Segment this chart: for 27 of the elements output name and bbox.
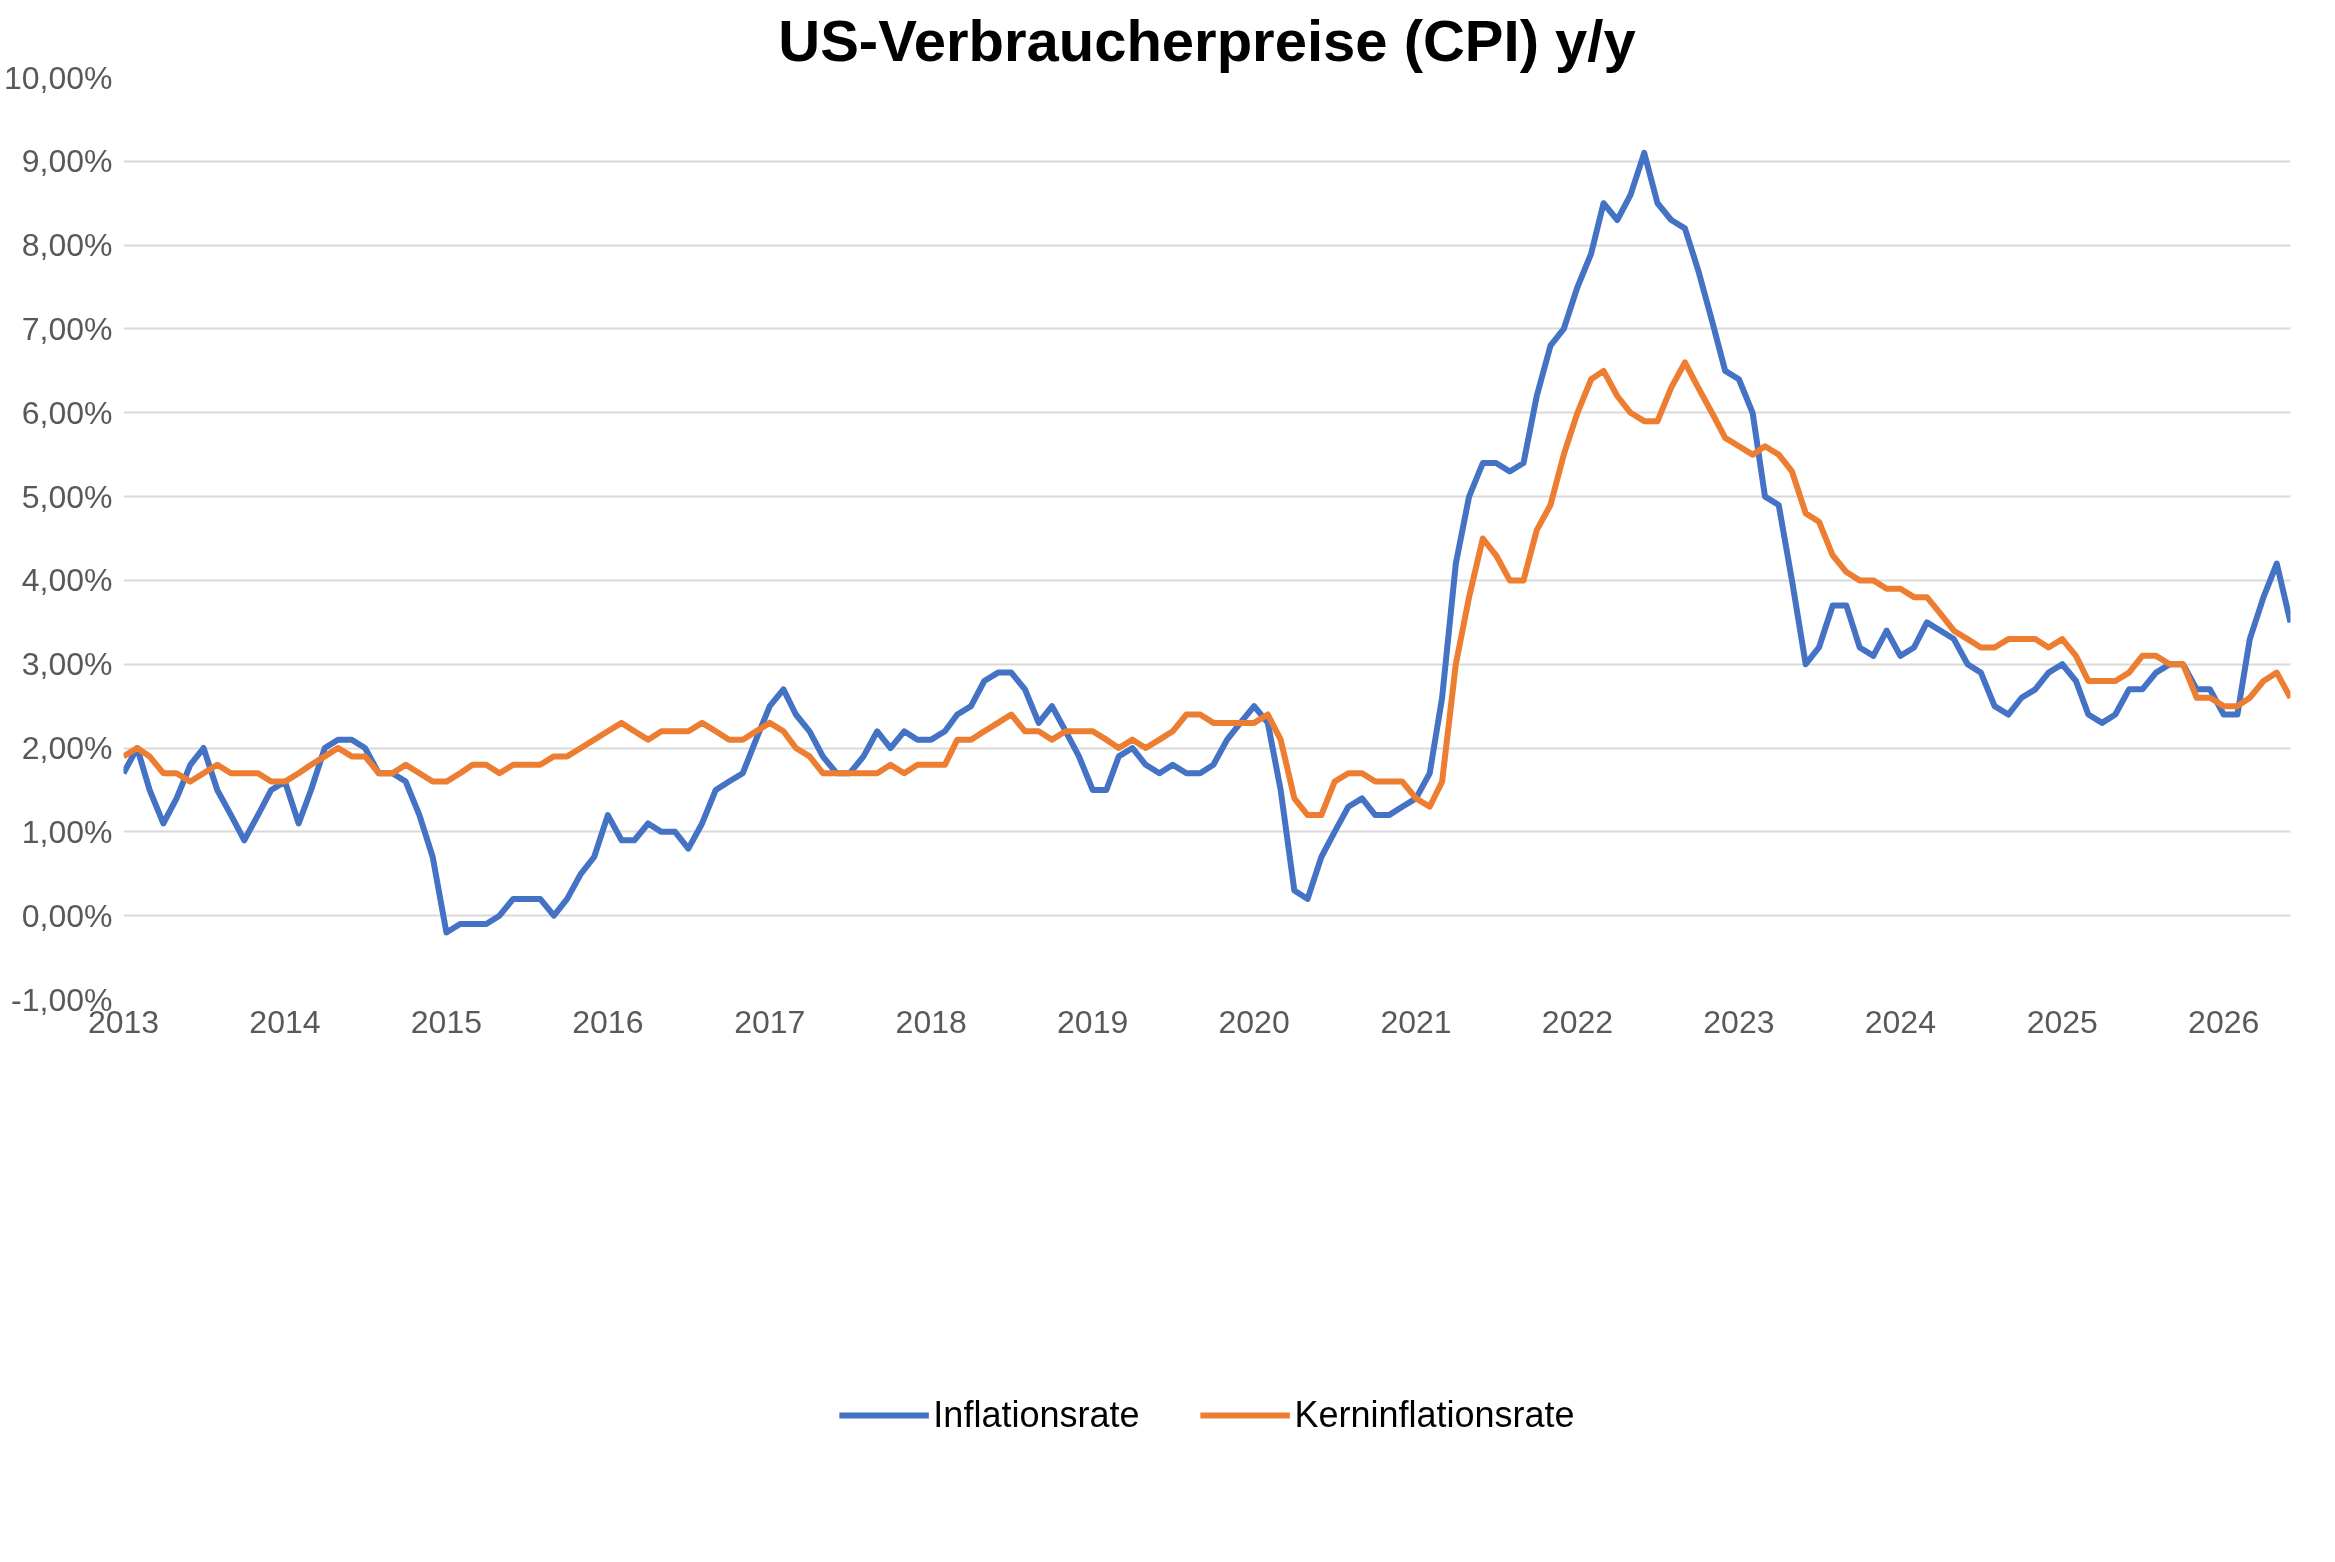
- y-tick-label: 9,00%: [21, 143, 113, 180]
- y-tick-label: 1,00%: [21, 813, 113, 850]
- x-tick-label: 2022: [1541, 1003, 1614, 1040]
- x-tick-label: 2014: [249, 1003, 321, 1040]
- chart-title: US-Verbraucherpreise (CPI) y/y: [778, 7, 1636, 73]
- y-tick-label: 5,00%: [21, 478, 113, 515]
- y-tick-label: 4,00%: [21, 562, 113, 599]
- y-tick-label: 2,00%: [21, 730, 113, 767]
- x-tick-label: 2023: [1703, 1003, 1775, 1040]
- y-tick-label: 0,00%: [21, 897, 113, 934]
- x-tick-label: 2017: [734, 1003, 806, 1040]
- y-tick-label: 3,00%: [21, 646, 113, 683]
- x-tick-label: 2018: [895, 1003, 967, 1040]
- x-tick-label: 2024: [1864, 1003, 1936, 1040]
- y-tick-label: 7,00%: [21, 310, 113, 347]
- legend-label: Kerninflationsrate: [1294, 1393, 1575, 1436]
- y-tick-label: 8,00%: [21, 227, 113, 264]
- x-tick-label: 2020: [1218, 1003, 1290, 1040]
- y-tick-label: 10,00%: [3, 59, 113, 96]
- x-tick-label: 2021: [1380, 1003, 1452, 1040]
- y-tick-label: 6,00%: [21, 394, 113, 431]
- x-tick-label: 2026: [2188, 1003, 2260, 1040]
- legend-label: Inflationsrate: [933, 1393, 1140, 1436]
- x-tick-label: 2019: [1057, 1003, 1129, 1040]
- x-tick-label: 2025: [2026, 1003, 2098, 1040]
- x-tick-label: 2015: [410, 1003, 482, 1040]
- x-tick-label: 2016: [572, 1003, 644, 1040]
